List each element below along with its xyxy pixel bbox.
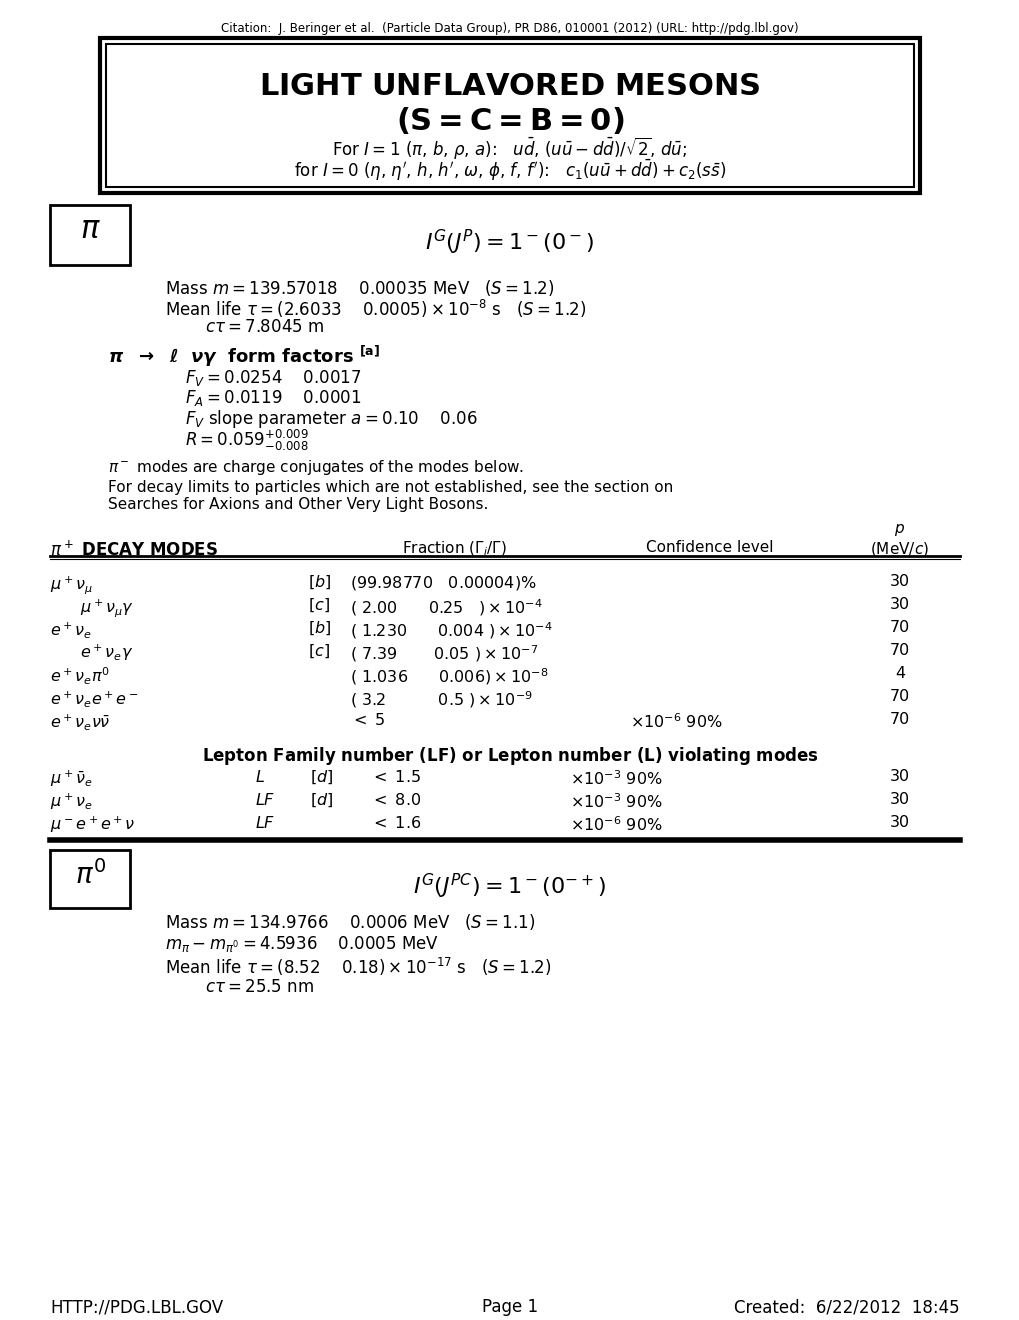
Text: $\boldsymbol{\pi}$  $\boldsymbol{\rightarrow}$  $\boldsymbol{\ell}$  $\boldsymbo: $\boldsymbol{\pi}$ $\boldsymbol{\rightar… [108,345,380,370]
Text: 70: 70 [889,643,909,657]
Text: Lepton Family number ($\mathbf{LF}$) or Lepton number ($\mathbf{L}$) violating m: Lepton Family number ($\mathbf{LF}$) or … [202,744,817,767]
Text: $\pi^-$ modes are charge conjugates of the modes below.: $\pi^-$ modes are charge conjugates of t… [108,458,524,477]
Text: $\mathbf{LIGHT\ UNFLAVORED\ MESONS}$: $\mathbf{LIGHT\ UNFLAVORED\ MESONS}$ [259,73,760,102]
Text: $LF$: $LF$ [255,792,275,808]
Text: $p$: $p$ [894,521,905,539]
Bar [50,205,129,265]
Text: $\times 10^{-6}$ 90%: $\times 10^{-6}$ 90% [630,711,722,731]
Text: $I^G(J^P) = 1^-(0^-)$: $I^G(J^P) = 1^-(0^-)$ [425,228,594,257]
Text: Confidence level: Confidence level [646,540,773,554]
Text: (MeV/$c$): (MeV/$c$) [869,540,928,558]
Text: $[c]$: $[c]$ [308,597,329,614]
Bar [106,44,913,187]
Text: $[d]$: $[d]$ [310,770,333,787]
Text: $LF$: $LF$ [255,814,275,832]
Text: $< \ 8.0$: $< \ 8.0$ [370,792,421,808]
Text: $m_{\pi} - m_{\pi^0} = 4.5936$    $0.0005$ MeV: $m_{\pi} - m_{\pi^0} = 4.5936$ $0.0005$ … [165,935,438,954]
Text: 30: 30 [889,792,909,807]
Text: $(99.98770 \quad 0.00004)\%$: $(99.98770 \quad 0.00004)\%$ [350,574,536,591]
Text: $[b]$: $[b]$ [308,574,331,591]
Text: Citation:  J. Beringer et al.  (Particle Data Group), PR D86, 010001 (2012) (URL: Citation: J. Beringer et al. (Particle D… [221,22,798,36]
Text: $< \ 1.5$: $< \ 1.5$ [370,770,421,785]
Text: Page 1: Page 1 [481,1298,538,1316]
Text: $e^+\nu_e\pi^0$: $e^+\nu_e\pi^0$ [50,667,110,688]
Text: $[d]$: $[d]$ [310,792,333,809]
Text: $\pi$: $\pi$ [79,214,100,243]
Text: $F_V = 0.0254$    $0.0017$: $F_V = 0.0254$ $0.0017$ [184,368,361,388]
Text: Mass $m = 134.9766$    $0.0006$ MeV   $(S = 1.1)$: Mass $m = 134.9766$ $0.0006$ MeV $(S = 1… [165,912,535,932]
Text: $e^+\nu_e\nu\bar{\nu}$: $e^+\nu_e\nu\bar{\nu}$ [50,711,110,733]
Text: $< \ 1.6$: $< \ 1.6$ [370,814,421,832]
Bar [50,850,129,908]
Text: $( \ 7.39 \quad\quad \ 0.05 \ ) \times 10^{-7}$: $( \ 7.39 \quad\quad \ 0.05 \ ) \times 1… [350,643,538,664]
Text: 70: 70 [889,620,909,635]
Text: HTTP://PDG.LBL.GOV: HTTP://PDG.LBL.GOV [50,1298,223,1316]
Text: $\mu^+\nu_\mu$: $\mu^+\nu_\mu$ [50,574,93,595]
Text: $\mu^+\nu_e$: $\mu^+\nu_e$ [50,792,93,812]
Text: $c\tau = 25.5$ nm: $c\tau = 25.5$ nm [205,978,314,997]
Text: 30: 30 [889,770,909,784]
Text: Mean life $\tau = (8.52$    $0.18) \times 10^{-17}$ s   $(S = 1.2)$: Mean life $\tau = (8.52$ $0.18) \times 1… [165,956,551,978]
Text: $[c]$: $[c]$ [308,643,329,660]
Text: $F_V$ slope parameter $a = 0.10$    $0.06$: $F_V$ slope parameter $a = 0.10$ $0.06$ [184,408,477,430]
Text: $\pi^0$: $\pi^0$ [74,861,105,890]
Text: $c\tau = 7.8045$ m: $c\tau = 7.8045$ m [205,318,324,337]
Text: 30: 30 [889,574,909,589]
Text: 30: 30 [889,814,909,830]
Text: Mean life $\tau = (2.6033$    $0.0005) \times 10^{-8}$ s   $(S = 1.2)$: Mean life $\tau = (2.6033$ $0.0005) \tim… [165,298,586,321]
Text: $\pi^+$ DECAY MODES: $\pi^+$ DECAY MODES [50,540,218,560]
Text: Mass $m = 139.57018$    $0.00035$ MeV   $(S = 1.2)$: Mass $m = 139.57018$ $0.00035$ MeV $(S =… [165,279,554,298]
Text: $( \ 2.00 \quad\quad 0.25 \ \ \ ) \times 10^{-4}$: $( \ 2.00 \quad\quad 0.25 \ \ \ ) \times… [350,597,542,618]
Text: For $I = 1$ ($\pi$, $b$, $\rho$, $a$):   $u\bar{d}$, $(u\bar{u}-d\bar{d})/\sqrt{: For $I = 1$ ($\pi$, $b$, $\rho$, $a$): $… [332,135,687,161]
Text: Fraction ($\Gamma_i/\Gamma$): Fraction ($\Gamma_i/\Gamma$) [403,540,507,558]
Text: $e^+\nu_e$: $e^+\nu_e$ [50,620,92,640]
Text: $\times 10^{-3}$ 90%: $\times 10^{-3}$ 90% [570,792,662,810]
Text: $I^G(J^{PC}) = 1^-(0^{-+})$: $I^G(J^{PC}) = 1^-(0^{-+})$ [413,873,606,902]
Text: Searches for Axions and Other Very Light Bosons.: Searches for Axions and Other Very Light… [108,498,488,512]
Text: for $I = 0$ ($\eta$, $\eta^{\prime}$, $h$, $h^{\prime}$, $\omega$, $\phi$, $f$, : for $I = 0$ ($\eta$, $\eta^{\prime}$, $h… [293,158,726,183]
Text: $R = 0.059^{+0.009}_{-0.008}$: $R = 0.059^{+0.009}_{-0.008}$ [184,428,309,453]
Text: $< \ 5$: $< \ 5$ [350,711,385,729]
Text: $\times 10^{-6}$ 90%: $\times 10^{-6}$ 90% [570,814,662,834]
Text: For decay limits to particles which are not established, see the section on: For decay limits to particles which are … [108,480,673,495]
Text: $e^+\nu_e e^+e^-$: $e^+\nu_e e^+e^-$ [50,689,139,709]
Text: 70: 70 [889,689,909,704]
Text: 70: 70 [889,711,909,727]
Text: $\mu^-e^+e^+\nu$: $\mu^-e^+e^+\nu$ [50,814,136,836]
Text: $L$: $L$ [255,770,265,785]
Text: $( \ 1.230 \quad\quad 0.004 \ ) \times 10^{-4}$: $( \ 1.230 \quad\quad 0.004 \ ) \times 1… [350,620,552,640]
Text: 4: 4 [894,667,904,681]
Text: $\mu^+\nu_\mu\gamma$: $\mu^+\nu_\mu\gamma$ [79,597,133,619]
Text: $[b]$: $[b]$ [308,620,331,638]
Text: $F_A = 0.0119$    $0.0001$: $F_A = 0.0119$ $0.0001$ [184,388,361,408]
Text: $( \ 3.2 \quad\quad\quad \ 0.5 \ ) \times 10^{-9}$: $( \ 3.2 \quad\quad\quad \ 0.5 \ ) \time… [350,689,532,710]
Bar [100,38,919,193]
Text: $( \ 1.036 \quad\quad 0.006 ) \times 10^{-8}$: $( \ 1.036 \quad\quad 0.006 ) \times 10^… [350,667,548,686]
Text: $\mu^+\bar{\nu}_e$: $\mu^+\bar{\nu}_e$ [50,770,93,789]
Text: 30: 30 [889,597,909,612]
Text: Created:  6/22/2012  18:45: Created: 6/22/2012 18:45 [734,1298,959,1316]
Text: $e^+\nu_e\gamma$: $e^+\nu_e\gamma$ [79,643,133,663]
Text: $\times 10^{-3}$ 90%: $\times 10^{-3}$ 90% [570,770,662,788]
Text: $\mathbf{(S = C = B = 0)}$: $\mathbf{(S = C = B = 0)}$ [395,106,624,136]
